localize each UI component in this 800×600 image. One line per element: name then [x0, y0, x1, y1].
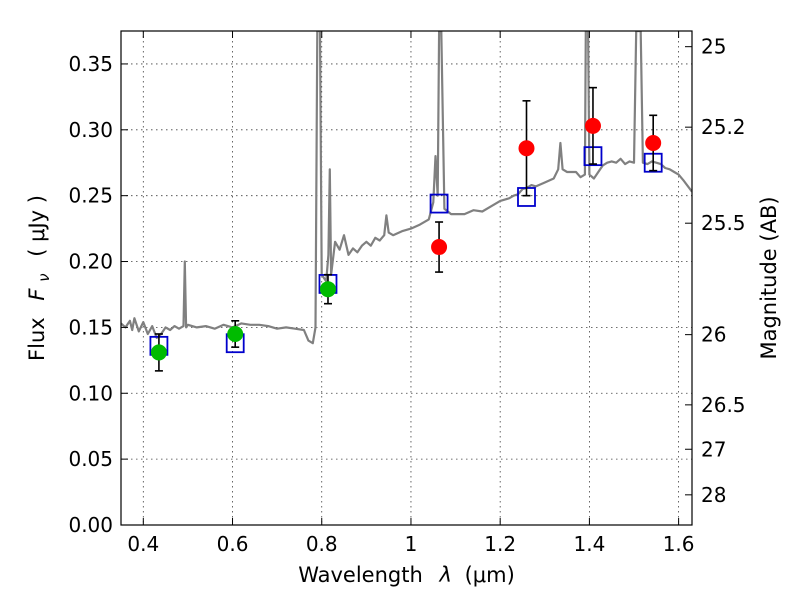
y2-tick-label: 27 — [701, 437, 726, 461]
x-tick-label: 1.4 — [573, 532, 605, 556]
y2-axis-label: Magnitude (AB) — [757, 196, 781, 359]
optical-point — [319, 281, 336, 298]
y-tick-label: 0.35 — [68, 52, 113, 76]
model-photometry-square — [429, 193, 449, 214]
y-tick-label: 0.20 — [68, 250, 113, 274]
infrared-point — [645, 134, 662, 151]
optical-point — [150, 344, 167, 361]
y-tick-label: 0.05 — [68, 447, 113, 471]
axis-ticks: 0.4 0.6 0.8 1 1.2 1.4 1.6 0.00 0.05 0.10 0.15 0.20 0… — [68, 31, 746, 556]
x-tick-label: 0.4 — [127, 532, 159, 556]
x-tick-label: 0.6 — [217, 532, 249, 556]
y-tick-label: 0.25 — [68, 184, 113, 208]
y-tick-label: 0.10 — [68, 381, 113, 405]
model-spectrum-line — [121, 31, 692, 345]
y2-tick-label: 25.2 — [701, 115, 746, 139]
grid — [121, 31, 692, 526]
infrared-point — [431, 239, 448, 256]
plot-frame — [120, 30, 693, 526]
y2-tick-label: 26 — [701, 323, 726, 347]
y2-tick-label: 26.5 — [701, 393, 746, 417]
x-tick-label: 1 — [405, 532, 418, 556]
y2-tick-label: 25 — [701, 35, 726, 59]
x-axis-label: Wavelength λ (μm) — [298, 563, 515, 587]
y2-tick-label: 25.5 — [701, 211, 746, 235]
y-tick-label: 0.15 — [68, 315, 113, 339]
x-tick-label: 0.8 — [306, 532, 338, 556]
optical-point — [227, 325, 244, 342]
y-axis-label: Flux F ν ( μJy ) — [25, 195, 54, 361]
infrared-point — [518, 140, 535, 157]
y-tick-label: 0.00 — [68, 513, 113, 537]
x-tick-label: 1.2 — [484, 532, 516, 556]
x-tick-label: 1.6 — [663, 532, 695, 556]
plot-area — [121, 31, 692, 372]
y2-tick-label: 28 — [701, 483, 726, 507]
y-tick-label: 0.30 — [68, 118, 113, 142]
infrared-point — [584, 117, 601, 134]
